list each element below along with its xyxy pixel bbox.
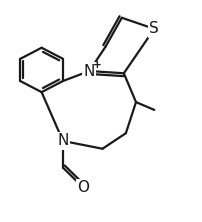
Text: O: O (77, 180, 89, 195)
Text: N: N (57, 133, 68, 149)
Text: N: N (83, 63, 95, 79)
Text: S: S (149, 21, 158, 36)
Text: +: + (92, 60, 101, 70)
